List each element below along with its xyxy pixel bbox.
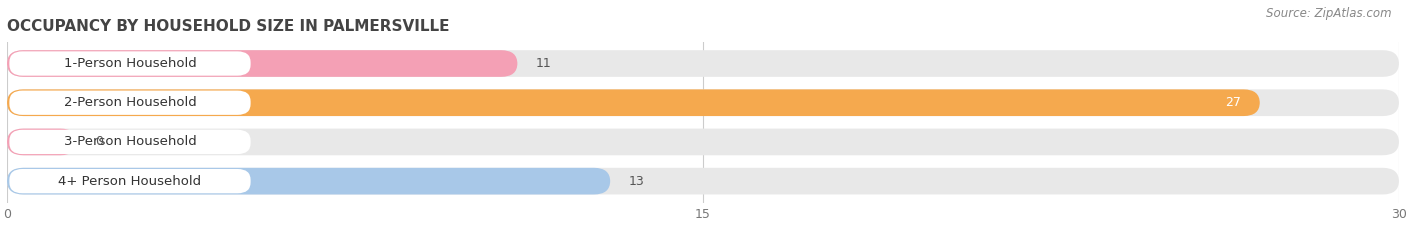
Text: 0: 0	[96, 135, 103, 148]
FancyBboxPatch shape	[10, 169, 250, 193]
Text: OCCUPANCY BY HOUSEHOLD SIZE IN PALMERSVILLE: OCCUPANCY BY HOUSEHOLD SIZE IN PALMERSVI…	[7, 19, 450, 34]
Text: 1-Person Household: 1-Person Household	[63, 57, 197, 70]
Text: 27: 27	[1226, 96, 1241, 109]
FancyBboxPatch shape	[7, 50, 1399, 77]
FancyBboxPatch shape	[7, 89, 1260, 116]
Text: 2-Person Household: 2-Person Household	[63, 96, 197, 109]
FancyBboxPatch shape	[7, 168, 610, 195]
FancyBboxPatch shape	[10, 130, 250, 154]
FancyBboxPatch shape	[10, 91, 250, 115]
FancyBboxPatch shape	[7, 50, 517, 77]
FancyBboxPatch shape	[7, 89, 1399, 116]
FancyBboxPatch shape	[7, 129, 1399, 155]
FancyBboxPatch shape	[7, 129, 77, 155]
FancyBboxPatch shape	[7, 168, 1399, 195]
Text: 4+ Person Household: 4+ Person Household	[59, 175, 201, 188]
Text: 13: 13	[628, 175, 644, 188]
FancyBboxPatch shape	[10, 51, 250, 76]
Text: 11: 11	[536, 57, 551, 70]
Text: 3-Person Household: 3-Person Household	[63, 135, 197, 148]
Text: Source: ZipAtlas.com: Source: ZipAtlas.com	[1267, 7, 1392, 20]
